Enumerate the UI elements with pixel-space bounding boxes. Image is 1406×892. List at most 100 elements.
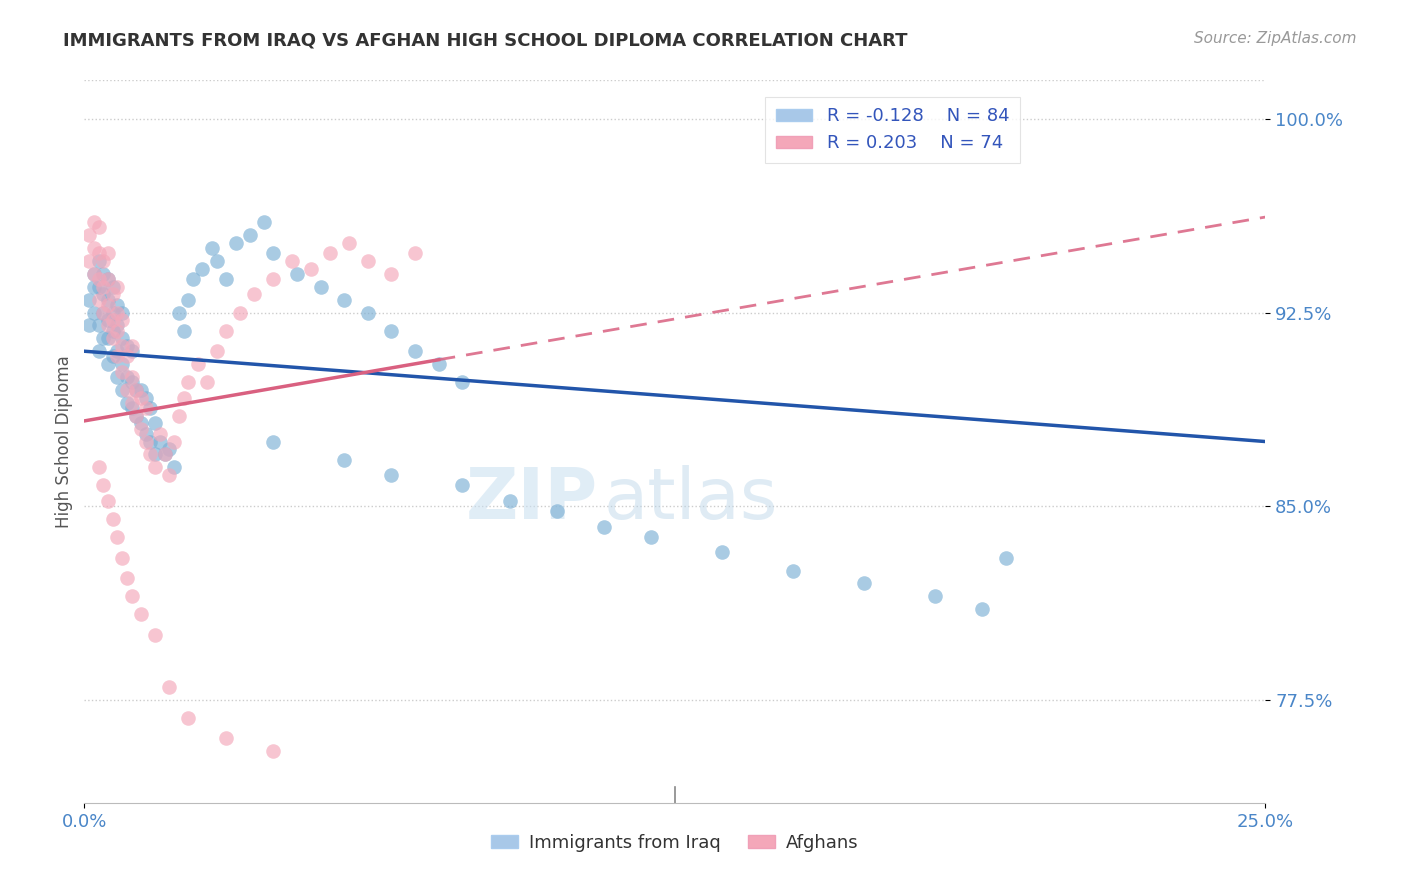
Point: [173, 324, 195, 338]
Point: [91, 287, 114, 301]
Point: [139, 447, 162, 461]
Point: [149, 434, 172, 449]
Point: [83, 267, 105, 281]
Point: [87, 344, 110, 359]
Point: [380, 267, 402, 281]
Point: [111, 550, 134, 565]
Text: atlas: atlas: [605, 465, 779, 533]
Point: [427, 357, 450, 371]
Point: [319, 246, 342, 260]
Point: [83, 267, 105, 281]
Point: [107, 324, 129, 338]
Point: [357, 253, 380, 268]
Point: [97, 272, 120, 286]
Point: [167, 409, 190, 423]
Point: [107, 318, 129, 333]
Point: [111, 305, 134, 319]
Point: [143, 628, 166, 642]
Point: [546, 504, 568, 518]
Point: [215, 731, 238, 746]
Point: [115, 396, 138, 410]
Point: [87, 293, 110, 307]
Point: [91, 305, 114, 319]
Point: [125, 409, 148, 423]
Point: [107, 279, 129, 293]
Point: [125, 409, 148, 423]
Point: [380, 468, 402, 483]
Point: [177, 711, 200, 725]
Point: [782, 564, 804, 578]
Point: [121, 339, 143, 353]
Point: [191, 261, 214, 276]
Point: [924, 590, 946, 604]
Point: [498, 494, 520, 508]
Text: Source: ZipAtlas.com: Source: ZipAtlas.com: [1194, 31, 1357, 46]
Point: [157, 442, 180, 457]
Point: [91, 267, 114, 281]
Point: [404, 344, 426, 359]
Text: IMMIGRANTS FROM IRAQ VS AFGHAN HIGH SCHOOL DIPLOMA CORRELATION CHART: IMMIGRANTS FROM IRAQ VS AFGHAN HIGH SCHO…: [63, 31, 908, 49]
Point: [83, 279, 105, 293]
Point: [143, 417, 166, 431]
Point: [77, 228, 100, 243]
Point: [97, 298, 120, 312]
Point: [97, 357, 120, 371]
Point: [77, 253, 100, 268]
Point: [157, 680, 180, 694]
Point: [239, 228, 262, 243]
Point: [121, 375, 143, 389]
Point: [253, 215, 276, 229]
Point: [83, 241, 105, 255]
Point: [593, 519, 616, 533]
Point: [281, 253, 304, 268]
Point: [101, 287, 124, 301]
Point: [139, 434, 162, 449]
Point: [173, 391, 195, 405]
Point: [121, 370, 143, 384]
Point: [299, 261, 322, 276]
Point: [125, 383, 148, 397]
Point: [115, 571, 138, 585]
Point: [195, 375, 218, 389]
Point: [205, 253, 228, 268]
Point: [225, 235, 247, 250]
Point: [111, 313, 134, 327]
Point: [101, 305, 124, 319]
Point: [91, 331, 114, 345]
Point: [143, 447, 166, 461]
Legend: Immigrants from Iraq, Afghans: Immigrants from Iraq, Afghans: [484, 826, 866, 859]
Point: [129, 417, 152, 431]
Point: [153, 447, 176, 461]
Point: [91, 279, 114, 293]
Point: [77, 293, 100, 307]
Point: [97, 293, 120, 307]
Point: [215, 272, 238, 286]
Point: [107, 370, 129, 384]
Point: [87, 318, 110, 333]
Point: [107, 298, 129, 312]
Point: [139, 401, 162, 415]
Text: ZIP: ZIP: [465, 465, 598, 533]
Point: [77, 318, 100, 333]
Point: [87, 272, 110, 286]
Point: [101, 324, 124, 338]
Point: [121, 396, 143, 410]
Point: [111, 331, 134, 345]
Point: [91, 478, 114, 492]
Point: [115, 383, 138, 397]
Point: [111, 339, 134, 353]
Point: [87, 220, 110, 235]
Point: [115, 339, 138, 353]
Point: [121, 590, 143, 604]
Point: [111, 383, 134, 397]
Point: [451, 375, 474, 389]
Point: [97, 246, 120, 260]
Point: [101, 313, 124, 327]
Point: [285, 267, 308, 281]
Point: [129, 422, 152, 436]
Point: [187, 357, 209, 371]
Point: [143, 460, 166, 475]
Point: [201, 241, 224, 255]
Point: [87, 460, 110, 475]
Point: [107, 344, 129, 359]
